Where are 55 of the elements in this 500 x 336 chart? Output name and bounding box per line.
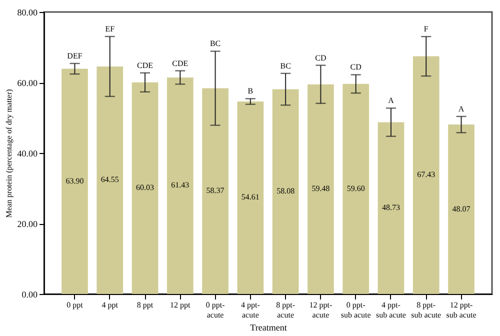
x-tick-label: 8 ppt-acute — [276, 300, 296, 320]
x-tick-label: 4 ppt-acute — [240, 300, 260, 320]
x-axis-title: Treatment — [250, 322, 288, 332]
x-tick-label: 0 ppt — [66, 300, 84, 310]
annotation: CD — [350, 62, 362, 72]
annotation: A — [458, 104, 464, 114]
data-label: 58.08 — [276, 186, 295, 196]
bar — [62, 68, 88, 294]
x-tick-label: 4 ppt — [102, 300, 119, 310]
annotation: B — [248, 86, 254, 96]
data-label: 59.48 — [312, 184, 330, 194]
annotation: CD — [315, 53, 326, 62]
data-label: 64.55 — [100, 175, 119, 184]
x-tick-label: 12 ppt — [170, 300, 192, 310]
x-tick-label: 8 ppt-sub acute — [411, 300, 442, 320]
data-label: 48.07 — [452, 204, 470, 214]
annotation: CDE — [137, 60, 154, 70]
bar — [166, 77, 194, 294]
bar — [412, 56, 440, 294]
y-tick-label: 40.00 — [17, 148, 38, 158]
bar — [237, 102, 264, 294]
bar — [96, 66, 124, 294]
annotation: CDE — [172, 58, 188, 68]
data-label: 58.37 — [206, 186, 224, 196]
y-axis-title: Mean protein (percentage of dry matter) — [4, 88, 14, 218]
bar — [132, 82, 158, 294]
data-label: 61.43 — [171, 180, 190, 190]
annotation: BC — [280, 61, 291, 70]
bar — [378, 122, 404, 294]
data-label: 67.43 — [417, 170, 436, 180]
x-tick-label: 0 ppt-acute — [206, 300, 226, 320]
data-label: 60.03 — [136, 183, 154, 192]
bar — [448, 124, 474, 294]
annotation: BC — [210, 39, 221, 48]
data-label: 54.61 — [241, 192, 260, 202]
x-tick-label: 8 ppt — [136, 300, 154, 310]
x-tick-label: 12 ppt-sub acute — [446, 300, 477, 320]
y-tick-label: 60.00 — [17, 78, 38, 88]
data-label: 59.60 — [346, 184, 365, 193]
y-tick-label: 0.00 — [22, 290, 38, 300]
data-label: 63.90 — [66, 176, 84, 186]
data-label: 48.73 — [382, 203, 400, 212]
annotation: F — [424, 24, 429, 34]
bar — [272, 89, 299, 294]
bar — [202, 88, 228, 294]
x-tick-label: 12 ppt-acute — [309, 300, 332, 320]
bar — [342, 84, 370, 294]
bar — [308, 84, 334, 294]
annotation: A — [388, 96, 394, 106]
annotation: EF — [105, 24, 116, 34]
y-tick-label: 20.00 — [17, 219, 38, 229]
x-tick-label: 0 ppt-sub acute — [340, 300, 372, 320]
annotation: DEF — [67, 51, 83, 60]
x-tick-label: 4 ppt-sub acute — [376, 300, 406, 320]
y-tick-label: 80.00 — [17, 8, 38, 18]
